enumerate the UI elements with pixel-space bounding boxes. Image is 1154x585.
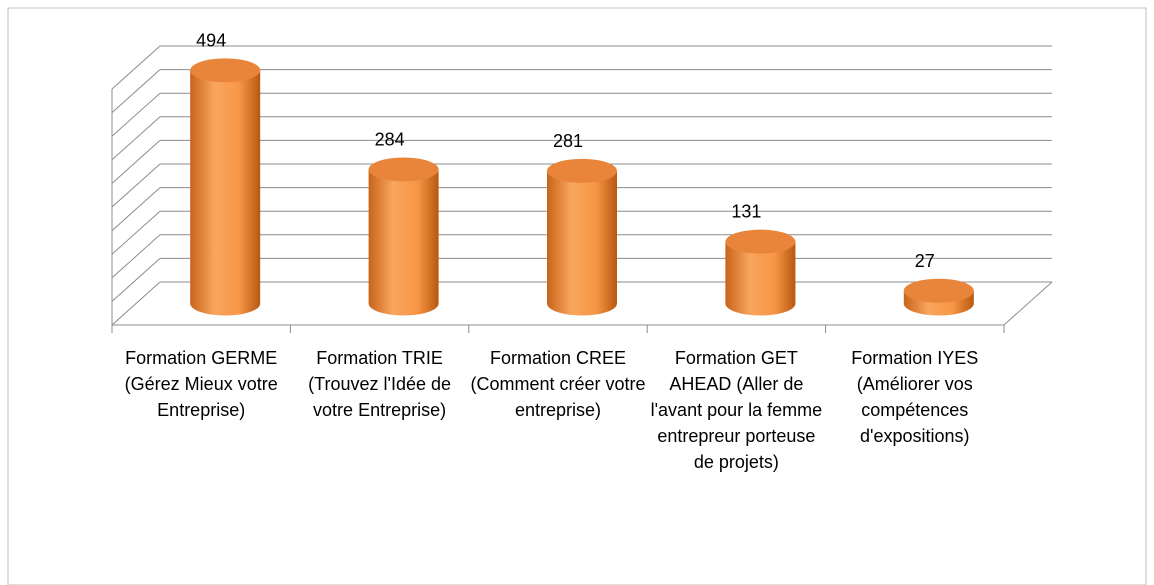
grid-line-side	[111, 210, 161, 255]
bar-top	[368, 157, 439, 182]
value-label: 284	[375, 129, 405, 149]
grid-line-side	[111, 258, 161, 302]
chart-frame	[7, 7, 1147, 585]
grid-line-side	[111, 45, 161, 90]
grid-line-side	[111, 187, 161, 231]
grid-line-side	[111, 140, 161, 184]
bar	[547, 158, 617, 316]
bar-top	[725, 229, 796, 254]
x-tick-label: Formation GET AHEAD (Aller de l'avant po…	[650, 348, 823, 472]
grid-line-side	[111, 69, 161, 113]
bar	[190, 58, 261, 316]
bar-body	[190, 70, 261, 316]
bar-top	[190, 58, 261, 83]
bar-body	[725, 241, 796, 316]
bar-body	[368, 169, 439, 316]
bar-top	[547, 158, 617, 183]
value-label: 27	[915, 251, 935, 271]
value-label: 131	[731, 202, 761, 222]
value-label: 281	[553, 131, 583, 151]
x-tick-label: Formation IYES (Améliorer vos compétence…	[851, 348, 979, 446]
bar	[725, 229, 796, 316]
grid-line-side	[111, 234, 161, 279]
value-label: 494	[196, 30, 226, 50]
bar-top	[903, 278, 974, 303]
floor-right	[1003, 281, 1053, 326]
grid-line-side	[111, 281, 161, 326]
bar-body	[547, 170, 617, 316]
grid-line-side	[111, 92, 161, 137]
bar	[368, 157, 439, 316]
x-tick-label: Formation GERME (Gérez Mieux votre Entre…	[124, 348, 278, 420]
grid-line-side	[111, 163, 161, 208]
grid-line-side	[111, 116, 161, 161]
x-tick-label: Formation TRIE (Trouvez l'Idée de votre …	[308, 348, 451, 420]
x-tick-label: Formation CREE (Comment créer votre entr…	[470, 348, 646, 420]
bar	[903, 278, 974, 316]
